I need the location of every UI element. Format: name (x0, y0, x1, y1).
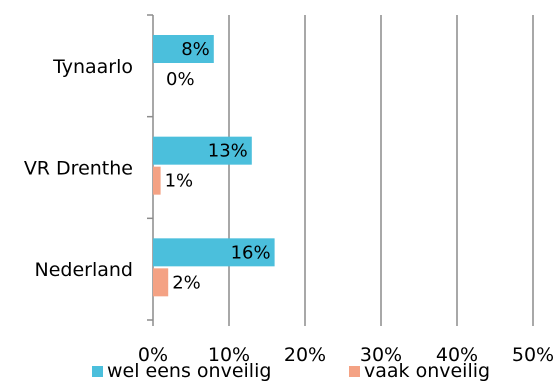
data-label-wel-eens-onveilig-1: 13% (208, 141, 248, 162)
category-label-2: Nederland (35, 259, 134, 281)
data-label-vaak-onveilig-1: 1% (165, 171, 194, 192)
data-labels: 8% 0% 13% 1% 16% 2% (165, 39, 271, 293)
x-tick-label-50: 50% (512, 344, 554, 366)
x-tick-label-0: 0% (138, 344, 168, 366)
legend-label-1: vaak onveilig (364, 360, 490, 382)
x-tick-label-20: 20% (284, 344, 326, 366)
legend-label-0: wel eens onveilig (107, 360, 271, 382)
bar-vaak-onveilig-2 (153, 268, 169, 297)
x-tick-label-30: 30% (360, 344, 402, 366)
data-label-vaak-onveilig-2: 2% (172, 272, 201, 293)
x-tick-label-10: 10% (208, 344, 250, 366)
data-label-wel-eens-onveilig-0: 8% (181, 39, 210, 60)
legend: wel eens onveilig vaak onveilig (92, 360, 490, 382)
legend-swatch-0 (92, 366, 103, 377)
legend-swatch-1 (349, 366, 360, 377)
data-label-vaak-onveilig-0: 0% (166, 69, 195, 90)
bar-wel-eens-onveilig-0 (153, 35, 214, 63)
x-tick-label-40: 40% (436, 344, 478, 366)
x-tick-labels: 0% 10% 20% 30% 40% 50% (138, 344, 554, 366)
gridlines (228, 15, 534, 320)
data-label-wel-eens-onveilig-2: 16% (231, 242, 271, 263)
bar-wel-eens-onveilig-2 (153, 238, 275, 267)
bar-wel-eens-onveilig-1 (153, 136, 252, 165)
category-label-0: Tynaarlo (52, 56, 133, 78)
bars (153, 35, 275, 297)
category-label-1: VR Drenthe (24, 158, 133, 180)
bar-vaak-onveilig-1 (153, 166, 161, 195)
category-labels: Tynaarlo VR Drenthe Nederland (24, 56, 133, 281)
